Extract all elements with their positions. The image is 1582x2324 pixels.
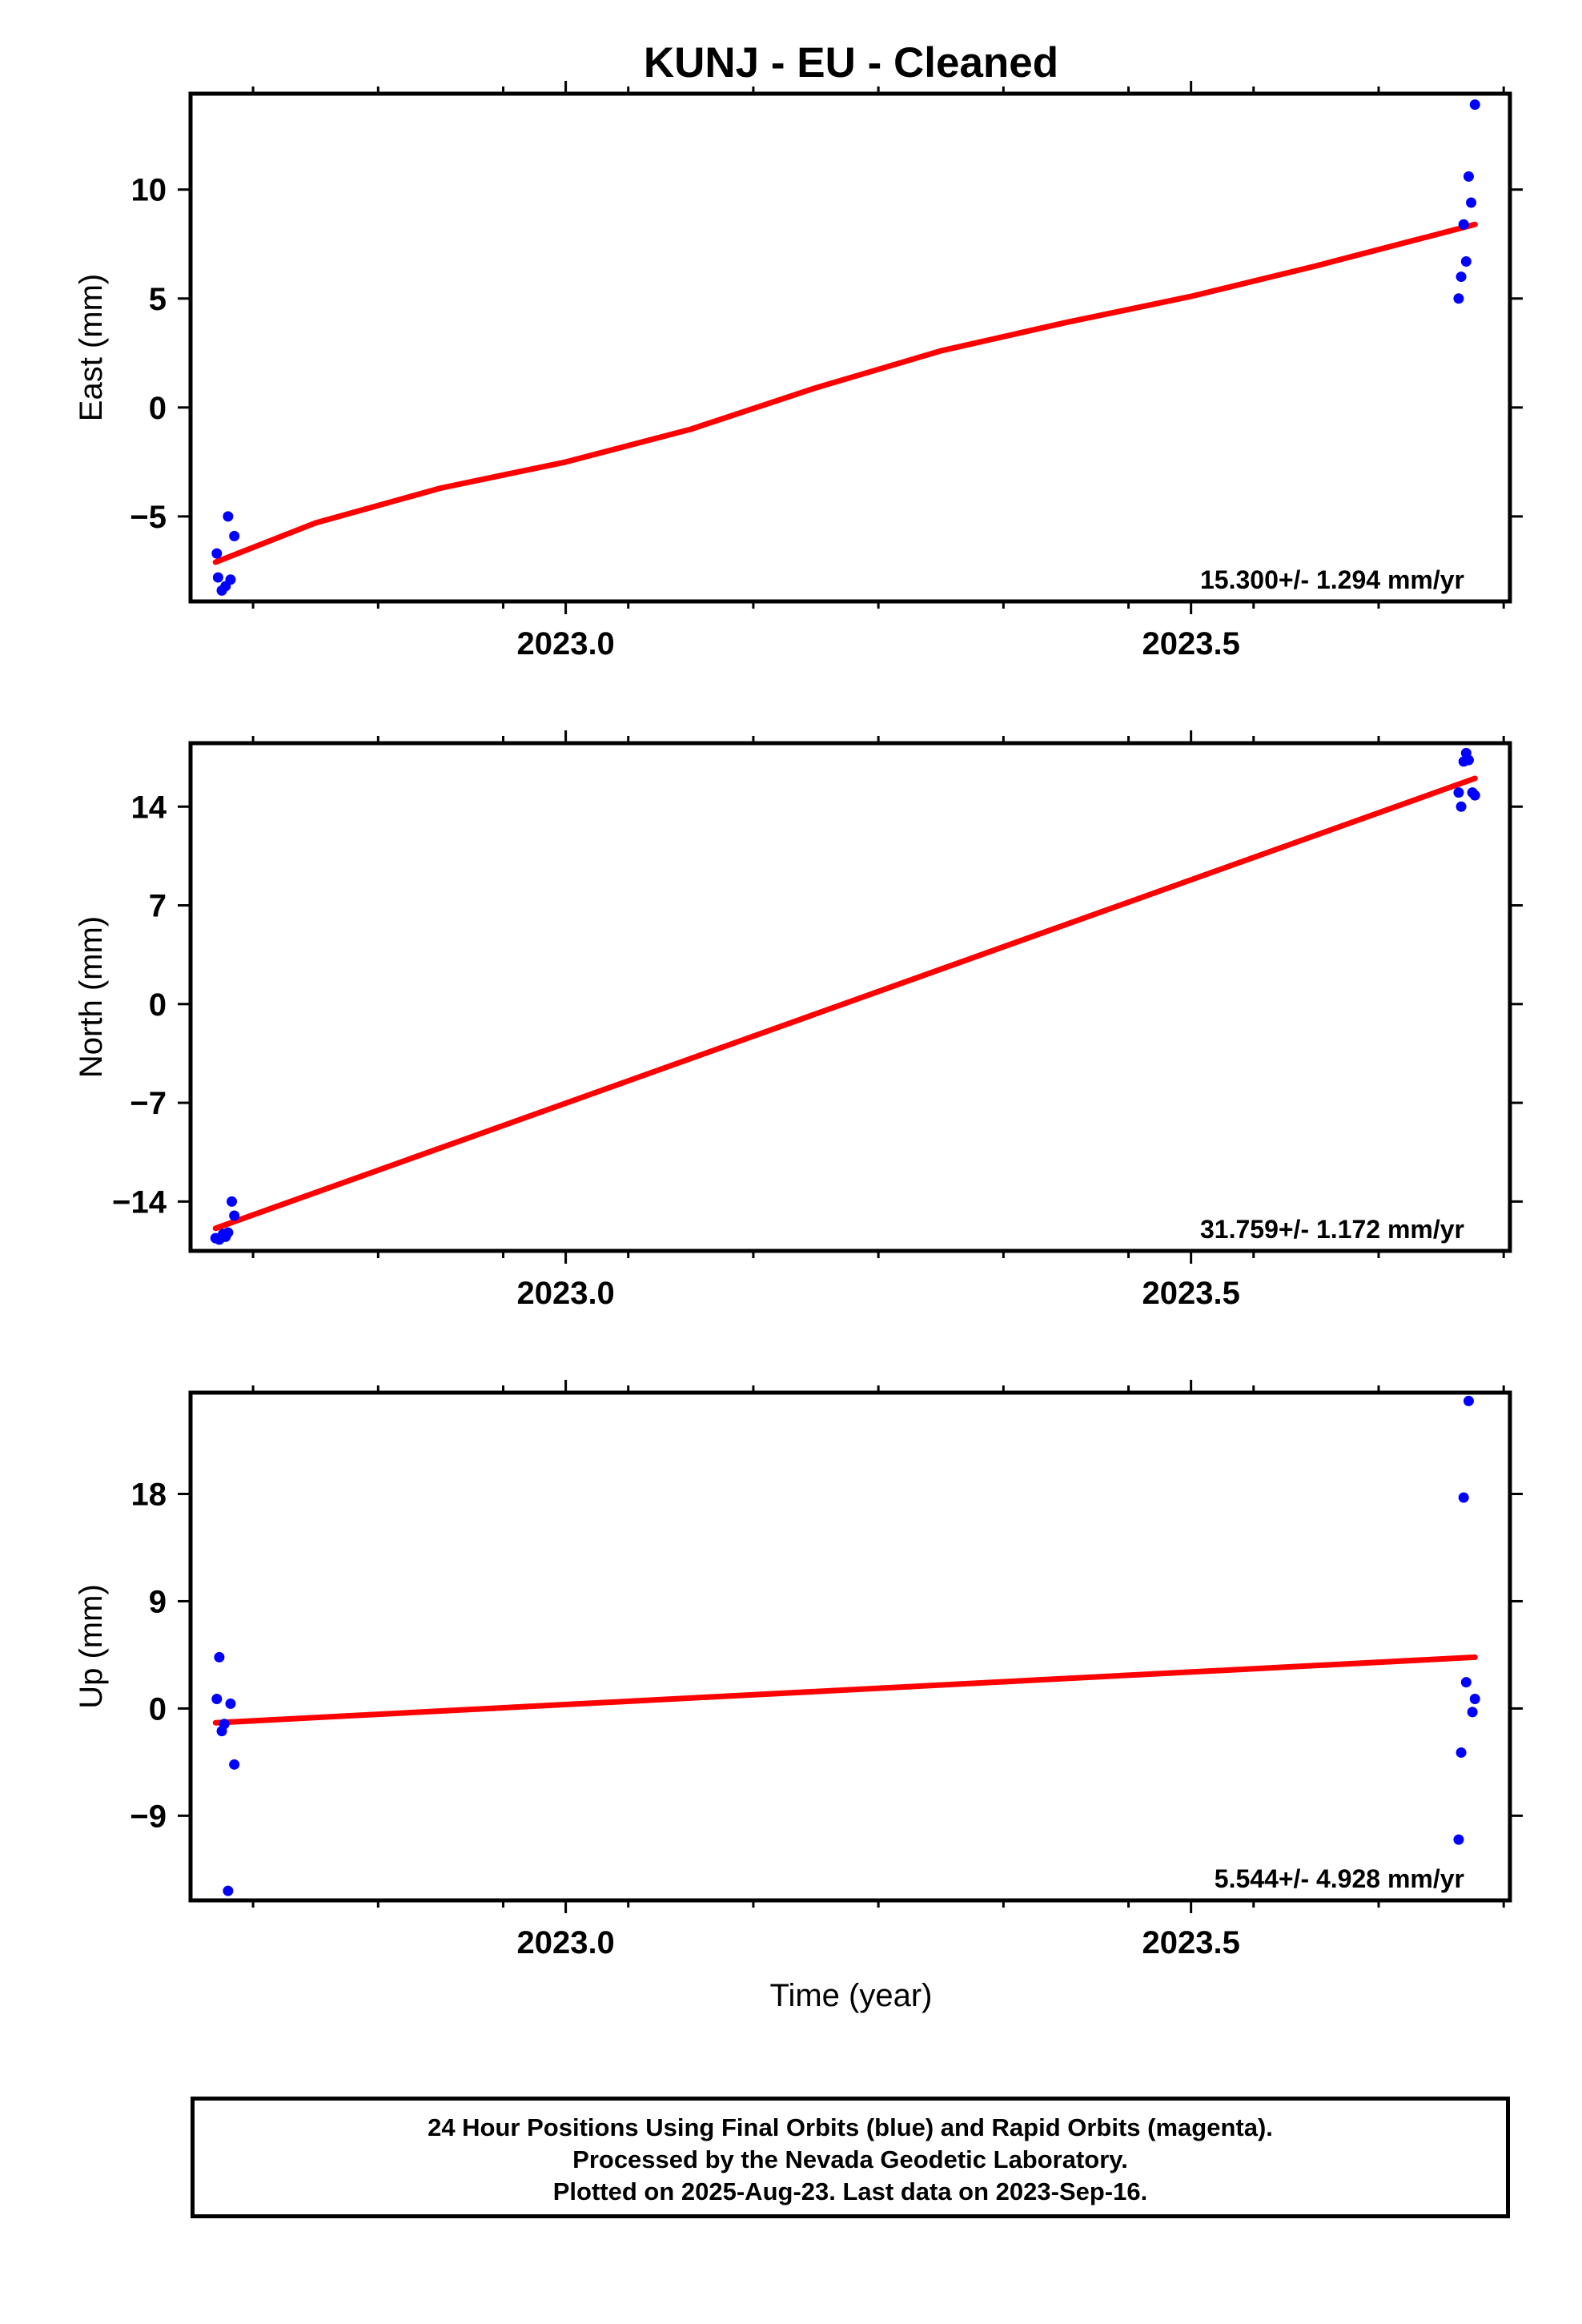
north-data-point <box>1453 787 1464 798</box>
east-data-point <box>223 511 234 522</box>
footer-line-3: Plotted on 2025-Aug-23. Last data on 202… <box>552 2177 1148 2205</box>
north-y-tick-label: 14 <box>131 790 167 825</box>
up-y-tick-label: −9 <box>130 1799 167 1834</box>
east-panel: 2023.0 2023.5 −5 0 5 10 East (mm) 15.300+/- 1.2… <box>74 81 1523 661</box>
east-data-point <box>1469 99 1480 111</box>
up-y-tick-label: 9 <box>149 1584 167 1619</box>
chart-title: KUNJ - EU - Cleaned <box>644 39 1058 86</box>
x-axis-label: Time (year) <box>770 1978 933 2013</box>
north-data-point <box>1463 754 1474 766</box>
north-x-tick-label: 2023.5 <box>1142 1276 1239 1311</box>
up-data-point <box>229 1759 240 1770</box>
north-y-axis-label: North (mm) <box>74 916 109 1078</box>
north-y-tick-label: 7 <box>149 889 167 924</box>
north-fit-line <box>212 775 1478 1232</box>
north-panel: 2023.0 2023.5 −14 −7 0 7 14 North (mm) 31.759+/-… <box>74 730 1523 1311</box>
east-y-tick-label: −5 <box>130 500 167 535</box>
up-x-tick-label: 2023.0 <box>516 1925 614 1960</box>
up-data-point <box>1469 1693 1480 1704</box>
up-y-axis-label: Up (mm) <box>74 1584 109 1709</box>
north-x-tick-label: 2023.0 <box>516 1276 614 1311</box>
north-data-point <box>229 1210 240 1221</box>
east-data-point <box>211 548 223 559</box>
east-data-point <box>1466 197 1477 208</box>
north-data-point <box>1456 801 1467 812</box>
east-y-tick-label: 5 <box>149 282 167 317</box>
north-data-point <box>223 1227 234 1238</box>
footer-info-box: 24 Hour Positions Using Final Orbits (bl… <box>191 2097 1510 2218</box>
east-x-tick-label: 2023.5 <box>1142 626 1239 661</box>
north-data-point <box>1469 790 1480 801</box>
east-data-point <box>1453 293 1464 304</box>
up-y-tick-label: 0 <box>149 1691 167 1727</box>
east-y-tick-label: 0 <box>149 391 167 426</box>
east-data-point <box>1458 219 1469 230</box>
up-panel: 2023.0 2023.5 −9 0 9 18 Up (mm) 5.544+/- 4.928 … <box>74 1380 1523 1960</box>
footer-line-1: 24 Hour Positions Using Final Orbits (bl… <box>428 2113 1273 2141</box>
up-data-point <box>1453 1834 1464 1845</box>
east-data-point <box>225 574 236 585</box>
north-frame <box>188 741 1512 1253</box>
up-data-point <box>211 1693 223 1704</box>
footer-line-2: Processed by the Nevada Geodetic Laborat… <box>572 2145 1128 2173</box>
north-y-tick-label: −14 <box>112 1184 167 1220</box>
up-data-point <box>225 1698 236 1709</box>
east-rate-label: 15.300+/- 1.294 mm/yr <box>1200 565 1464 594</box>
up-data-point <box>223 1885 234 1896</box>
east-y-axis-label: East (mm) <box>74 274 109 421</box>
north-rate-label: 31.759+/- 1.172 mm/yr <box>1200 1215 1464 1244</box>
north-y-tick-label: −7 <box>130 1086 167 1121</box>
east-y-tick-label: 10 <box>131 173 167 208</box>
east-fit-line <box>212 221 1478 565</box>
up-frame <box>188 1390 1512 1903</box>
panels: 2023.0 2023.5 −5 0 5 10 East (mm) 15.300+/- 1.2… <box>74 81 1523 1960</box>
up-data-point <box>219 1719 230 1730</box>
up-data-point <box>1463 1395 1474 1406</box>
up-y-tick-label: 18 <box>131 1478 167 1513</box>
up-fit-line <box>212 1654 1478 1726</box>
east-data-point <box>229 530 240 541</box>
up-data-point <box>1467 1707 1478 1718</box>
east-data-point <box>212 572 223 583</box>
east-x-tick-label: 2023.0 <box>516 626 614 661</box>
up-data-point <box>214 1651 225 1663</box>
east-data-point <box>1463 171 1474 182</box>
up-data-point <box>1460 1677 1472 1688</box>
east-data-point <box>1456 271 1467 283</box>
east-frame <box>188 91 1512 604</box>
up-data-point <box>1458 1492 1469 1503</box>
north-y-tick-label: 0 <box>149 987 167 1023</box>
up-data-point <box>1456 1747 1467 1758</box>
up-x-tick-label: 2023.5 <box>1142 1925 1239 1960</box>
east-data-point <box>1460 256 1472 267</box>
up-rate-label: 5.544+/- 4.928 mm/yr <box>1215 1864 1464 1893</box>
north-data-point <box>227 1196 238 1207</box>
